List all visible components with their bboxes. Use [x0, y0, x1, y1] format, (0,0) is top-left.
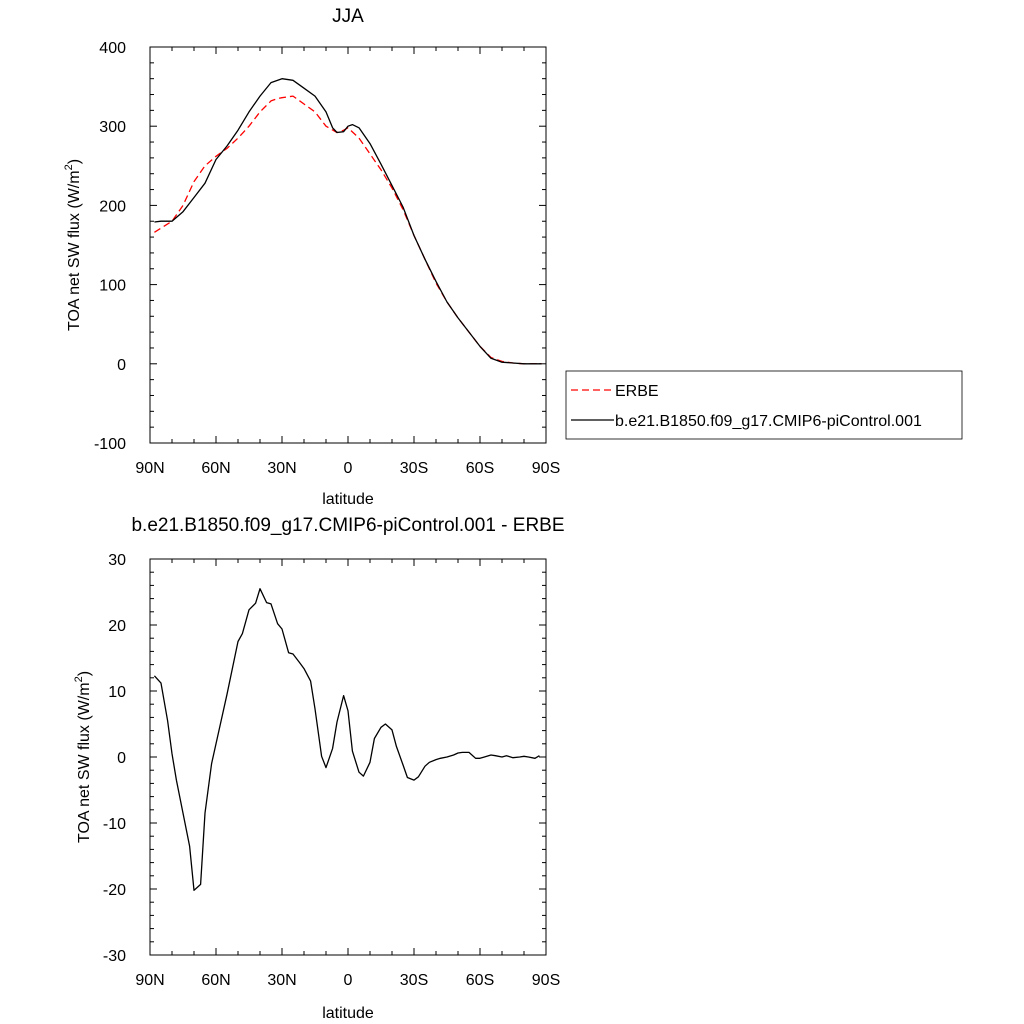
legend-box	[565, 370, 963, 440]
y-tick-label: 20	[108, 618, 126, 635]
bottom-chart-xlabel: latitude	[322, 1005, 374, 1022]
bottom-chart-ticks: 90N 60N 30N 0 30S 60S 90S 30 20 10 0 -10 -20 -30	[103, 552, 560, 989]
x-tick-label: 30N	[267, 460, 296, 477]
y-tick-label: -10	[103, 816, 126, 833]
top-chart-ticks: 90N 60N 30N 0 30S 60S 90S 400 300 200 100 0 -100	[94, 40, 560, 477]
series-line	[154, 95, 542, 365]
legend-label-model: b.e21.B1850.f09_g17.CMIP6-piControl.001	[615, 413, 922, 430]
top-chart-title: JJA	[332, 6, 364, 27]
x-tick-label: 0	[344, 972, 353, 989]
series-line	[154, 78, 542, 365]
x-tick-label: 30S	[400, 460, 428, 477]
top-chart: JJA 90N 60N 30N 0 30S 60S 90S 400 300 200 100 0 -100…	[63, 6, 963, 508]
bottom-chart-ylabel: TOA net SW flux (W/m2)	[73, 671, 93, 843]
top-chart-series	[154, 78, 542, 365]
series-line	[153, 588, 540, 891]
y-tick-label: 0	[117, 357, 126, 374]
y-tick-label: 10	[108, 684, 126, 701]
bottom-chart-series	[153, 588, 540, 891]
top-chart-frame	[149, 46, 547, 444]
y-tick-label: 200	[99, 198, 126, 215]
x-tick-label: 60N	[201, 972, 230, 989]
bottom-chart: b.e21.B1850.f09_g17.CMIP6-piControl.001 …	[73, 515, 565, 1022]
x-tick-label: 90N	[135, 460, 164, 477]
top-chart-ylabel: TOA net SW flux (W/m2)	[63, 159, 83, 331]
y-tick-label: 400	[99, 40, 126, 57]
y-tick-label: 0	[117, 750, 126, 767]
x-tick-label: 0	[344, 460, 353, 477]
y-tick-label: 300	[99, 119, 126, 136]
x-tick-label: 30N	[267, 972, 296, 989]
x-tick-label: 90S	[532, 972, 560, 989]
y-tick-label: -20	[103, 882, 126, 899]
legend: ERBE b.e21.B1850.f09_g17.CMIP6-piControl…	[565, 370, 963, 440]
y-tick-label: -30	[103, 948, 126, 965]
x-tick-label: 30S	[400, 972, 428, 989]
x-tick-label: 60S	[466, 460, 494, 477]
x-tick-label: 60S	[466, 972, 494, 989]
legend-label-erbe: ERBE	[615, 383, 659, 400]
y-tick-label: 30	[108, 552, 126, 569]
bottom-chart-frame	[149, 558, 547, 956]
y-tick-label: 100	[99, 278, 126, 295]
top-chart-xlabel: latitude	[322, 491, 374, 508]
x-tick-label: 90N	[135, 972, 164, 989]
y-tick-label: -100	[94, 436, 126, 453]
x-tick-label: 60N	[201, 460, 230, 477]
x-tick-label: 90S	[532, 460, 560, 477]
bottom-chart-title: b.e21.B1850.f09_g17.CMIP6-piControl.001 …	[131, 515, 564, 536]
